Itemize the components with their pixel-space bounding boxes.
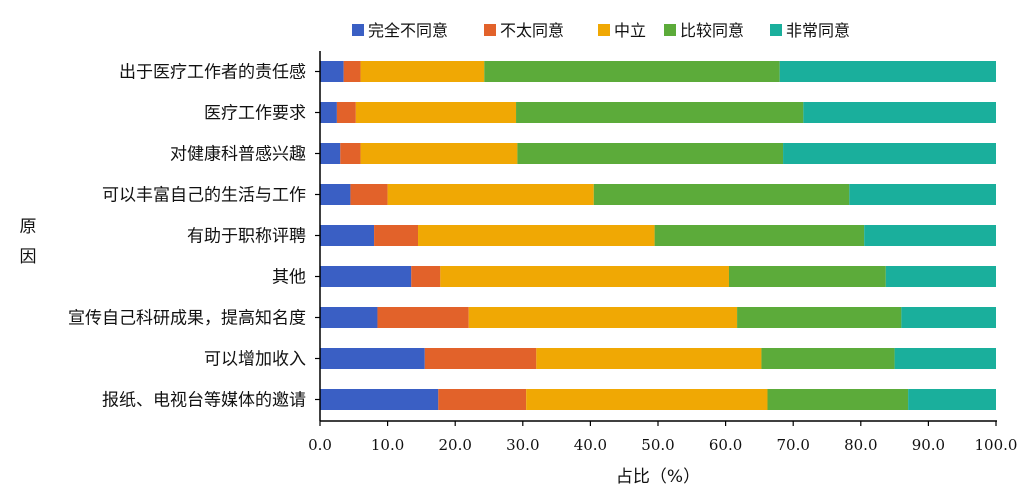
category-label-5: 有助于职称评聘: [187, 227, 306, 247]
category-label-7: 宣传自己科研成果，提高知名度: [68, 309, 306, 329]
bar-segment-8-5: [894, 348, 996, 369]
x-axis-title: 占比（%）: [616, 467, 700, 487]
bar-segment-6-1: [320, 266, 412, 287]
bar-segment-7-3: [468, 307, 738, 328]
bar-segment-4-3: [387, 184, 594, 205]
x-tick-label-10: 90.0: [912, 436, 945, 454]
category-label-4: 可以丰富自己的生活与工作: [102, 186, 306, 206]
plot-bars: [320, 61, 996, 410]
bar-segment-7-5: [901, 307, 996, 328]
x-tick-label-7: 60.0: [709, 436, 742, 454]
bar-segment-1-3: [360, 61, 485, 82]
bar-segment-2-5: [803, 102, 996, 123]
legend-swatch-2: [484, 24, 496, 36]
category-label-3: 对健康科普感兴趣: [170, 145, 306, 165]
bar-segment-8-4: [761, 348, 895, 369]
category-label-2: 医疗工作要求: [204, 104, 306, 124]
legend: 完全不同意 不太同意 中立 比较同意 非常同意: [352, 21, 850, 40]
bar-segment-5-1: [320, 225, 375, 246]
bar-segment-3-4: [517, 143, 784, 164]
category-label-8: 可以增加收入: [204, 350, 306, 370]
y-axis-title-char-1: 原: [20, 217, 37, 237]
bar-segment-5-5: [864, 225, 996, 246]
bar-segment-4-4: [593, 184, 850, 205]
bar-segment-9-3: [526, 389, 768, 410]
bar-segment-9-4: [767, 389, 909, 410]
category-label-6: 其他: [272, 268, 306, 288]
x-tick-label-1: 0.0: [308, 436, 332, 454]
x-tick-label-9: 80.0: [844, 436, 877, 454]
bar-segment-8-2: [424, 348, 537, 369]
bar-segment-3-2: [340, 143, 361, 164]
bar-segment-2-1: [320, 102, 337, 123]
bar-segment-4-5: [849, 184, 996, 205]
bar-segment-5-2: [374, 225, 419, 246]
legend-label-2: 不太同意: [500, 21, 564, 40]
bar-segment-4-2: [350, 184, 388, 205]
bar-segment-2-2: [336, 102, 356, 123]
bar-segment-7-4: [737, 307, 902, 328]
bar-segment-9-2: [438, 389, 527, 410]
legend-label-3: 中立: [614, 21, 646, 40]
bar-segment-3-1: [320, 143, 341, 164]
legend-swatch-4: [664, 24, 676, 36]
category-label-1: 出于医疗工作者的责任感: [119, 63, 306, 83]
x-tick-label-4: 30.0: [506, 436, 539, 454]
bar-segment-6-5: [885, 266, 996, 287]
legend-label-5: 非常同意: [786, 21, 850, 40]
bar-segment-1-4: [484, 61, 780, 82]
bar-segment-4-1: [320, 184, 351, 205]
bar-segment-2-3: [355, 102, 517, 123]
bar-segment-9-1: [320, 389, 439, 410]
x-tick-label-5: 40.0: [574, 436, 607, 454]
bar-segment-8-3: [536, 348, 762, 369]
bar-segment-6-2: [411, 266, 441, 287]
bar-segment-6-4: [728, 266, 886, 287]
legend-swatch-5: [770, 24, 782, 36]
bar-segment-1-5: [779, 61, 996, 82]
bar-segment-1-1: [320, 61, 344, 82]
x-axis: 0.0 10.0 20.0 30.0 40.0 50.0 60.0 70.0 80.0 90.0 1…: [308, 51, 1017, 454]
bar-segment-2-4: [516, 102, 804, 123]
category-labels: 出于医疗工作者的责任感医疗工作要求对健康科普感兴趣可以丰富自己的生活与工作有助于…: [68, 63, 306, 411]
x-tick-label-6: 50.0: [641, 436, 674, 454]
x-tick-label-3: 20.0: [438, 436, 471, 454]
y-axis-title-char-2: 因: [20, 247, 37, 267]
x-tick-label-2: 10.0: [371, 436, 404, 454]
bar-segment-5-4: [654, 225, 865, 246]
bar-segment-1-2: [343, 61, 361, 82]
x-tick-label-11: 100.0: [975, 436, 1018, 454]
legend-swatch-3: [598, 24, 610, 36]
bar-segment-3-3: [360, 143, 518, 164]
x-tick-label-8: 70.0: [776, 436, 809, 454]
bar-segment-7-1: [320, 307, 378, 328]
legend-swatch-1: [352, 24, 364, 36]
bar-segment-3-5: [783, 143, 996, 164]
legend-label-1: 完全不同意: [368, 21, 448, 40]
bar-segment-9-5: [908, 389, 996, 410]
bar-segment-6-3: [440, 266, 729, 287]
bar-segment-7-2: [377, 307, 469, 328]
bar-segment-8-1: [320, 348, 425, 369]
category-label-9: 报纸、电视台等媒体的邀请: [102, 391, 306, 411]
legend-label-4: 比较同意: [680, 21, 744, 40]
bar-segment-5-3: [418, 225, 655, 246]
